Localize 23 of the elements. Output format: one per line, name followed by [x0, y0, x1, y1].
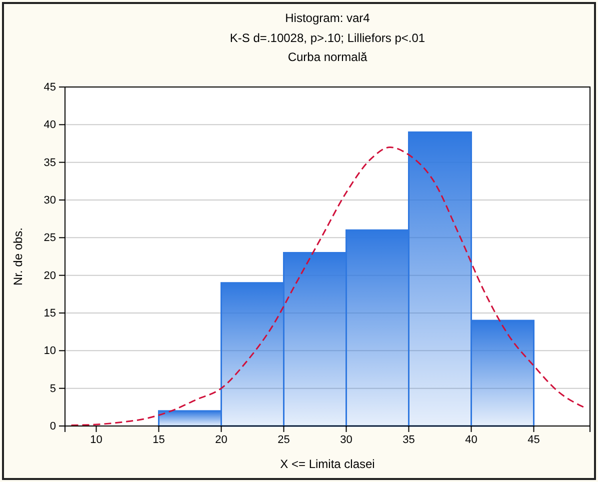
- x-tick-label: 15: [152, 434, 165, 446]
- y-tick-label: 10: [44, 345, 56, 358]
- x-tick-label: 45: [528, 434, 540, 446]
- y-tick-label: 45: [44, 82, 56, 94]
- y-tick-label: 30: [44, 194, 56, 207]
- y-tick-label: 0: [50, 420, 56, 433]
- y-tick-label: 25: [44, 232, 56, 244]
- x-tick-label: 30: [340, 434, 352, 446]
- y-tick-label: 40: [44, 119, 56, 132]
- x-tick-label: 25: [278, 434, 290, 446]
- x-tick-label: 10: [90, 434, 102, 446]
- x-tick-label: 35: [402, 434, 415, 446]
- y-tick-label: 5: [50, 382, 56, 395]
- chart-title: Histogram: var4: [285, 11, 370, 25]
- y-tick-label: 20: [44, 270, 56, 282]
- y-tick-label: 15: [44, 308, 56, 320]
- x-tick-label: 20: [215, 434, 228, 446]
- y-axis-title: Nr. de obs.: [11, 227, 25, 286]
- line-series: [70, 146, 584, 426]
- x-tick-label: 40: [465, 434, 478, 446]
- chart-subtitle: K-S d=.10028, p>.10; Lilliefors p<.01 Curba normală: [230, 31, 426, 64]
- y-tick-label: 35: [44, 156, 56, 169]
- x-axis-title: X <= Limita clasei: [280, 457, 375, 471]
